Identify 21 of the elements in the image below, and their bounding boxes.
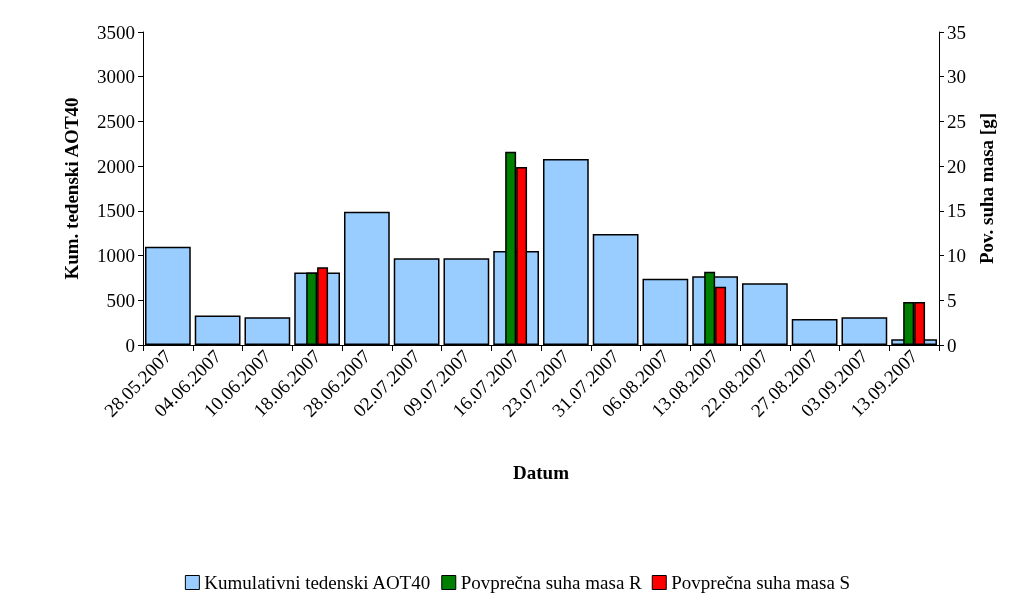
y-tick-label: 500 <box>106 289 135 311</box>
legend-label: Kumulativni tedenski AOT40 <box>204 572 431 593</box>
y2-tick-label: 35 <box>947 21 966 43</box>
y-tick-label: 3500 <box>97 21 135 43</box>
y2-axis-title: Pov. suha masa [g] <box>976 113 997 264</box>
y2-tick-label: 20 <box>947 155 966 177</box>
y2-tick-label: 0 <box>947 334 957 356</box>
y2-tick-label: 15 <box>947 200 966 222</box>
y2-tick-label: 5 <box>947 289 957 311</box>
legend-label: Povprečna suha masa S <box>671 572 851 593</box>
x-axis-title: Datum <box>513 462 570 483</box>
y-tick-label: 2000 <box>97 155 135 177</box>
y2-tick-label: 10 <box>947 245 966 267</box>
y-tick-label: 1500 <box>97 200 135 222</box>
y-tick-label: 3000 <box>97 66 135 88</box>
y-axis-title: Kum. tedenski AOT40 <box>61 97 82 280</box>
y2-tick-label: 25 <box>947 110 966 132</box>
y-tick-label: 2500 <box>97 110 135 132</box>
legend-label: Povprečna suha masa R <box>460 572 643 593</box>
y-tick-label: 1000 <box>97 245 135 267</box>
y2-tick-label: 30 <box>947 66 966 88</box>
